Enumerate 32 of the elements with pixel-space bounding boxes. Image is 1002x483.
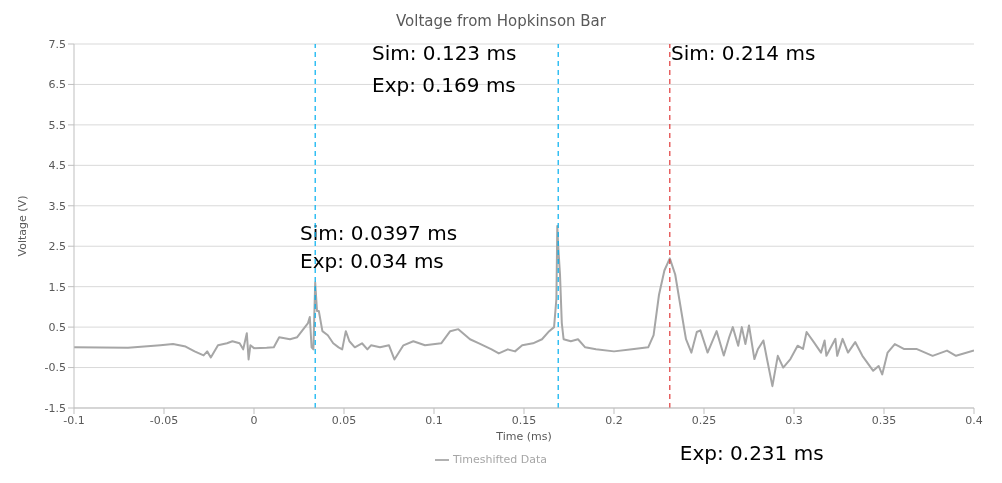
annotation: Sim: 0.0397 ms <box>300 221 458 245</box>
y-tick-label: 6.5 <box>48 78 66 92</box>
x-tick-label: 0.2 <box>605 413 623 427</box>
y-tick-label: 7.5 <box>48 37 66 51</box>
annotation: Sim: 0.123 ms <box>372 41 517 65</box>
x-tick-label: -0.1 <box>63 413 85 427</box>
x-tick-label: 0.4 <box>965 413 983 427</box>
y-tick-label: 4.5 <box>48 159 66 173</box>
y-axis-title: Voltage (V) <box>15 195 29 257</box>
ref-line-label: Exp: 0.231 ms <box>679 441 824 465</box>
x-tick-label: 0 <box>250 413 258 427</box>
annotation: Exp: 0.169 ms <box>372 73 516 97</box>
legend-label: Timeshifted Data <box>452 453 548 466</box>
y-tick-label: -0.5 <box>44 361 66 375</box>
x-tick-label: 0.1 <box>425 413 443 427</box>
y-tick-label: 5.5 <box>48 118 66 132</box>
line-series <box>74 225 974 388</box>
y-tick-label: 2.5 <box>48 240 66 254</box>
x-tick-label: 0.25 <box>691 413 717 427</box>
y-tick-label: 1.5 <box>48 280 66 294</box>
y-tick-label: 0.5 <box>48 321 66 335</box>
y-tick-label: -1.5 <box>44 401 66 415</box>
x-axis-title: Time (ms) <box>495 429 552 443</box>
x-tick-label: 0.05 <box>331 413 357 427</box>
x-tick-label: 0.15 <box>511 413 537 427</box>
x-tick-label: 0.3 <box>785 413 803 427</box>
y-tick-label: 3.5 <box>48 199 66 213</box>
x-tick-label: 0.35 <box>871 413 897 427</box>
annotation: Sim: 0.214 ms <box>671 41 816 65</box>
annotation: Exp: 0.034 ms <box>300 249 444 273</box>
x-tick-label: -0.05 <box>149 413 179 427</box>
chart-title: Voltage from Hopkinson Bar <box>396 12 607 30</box>
